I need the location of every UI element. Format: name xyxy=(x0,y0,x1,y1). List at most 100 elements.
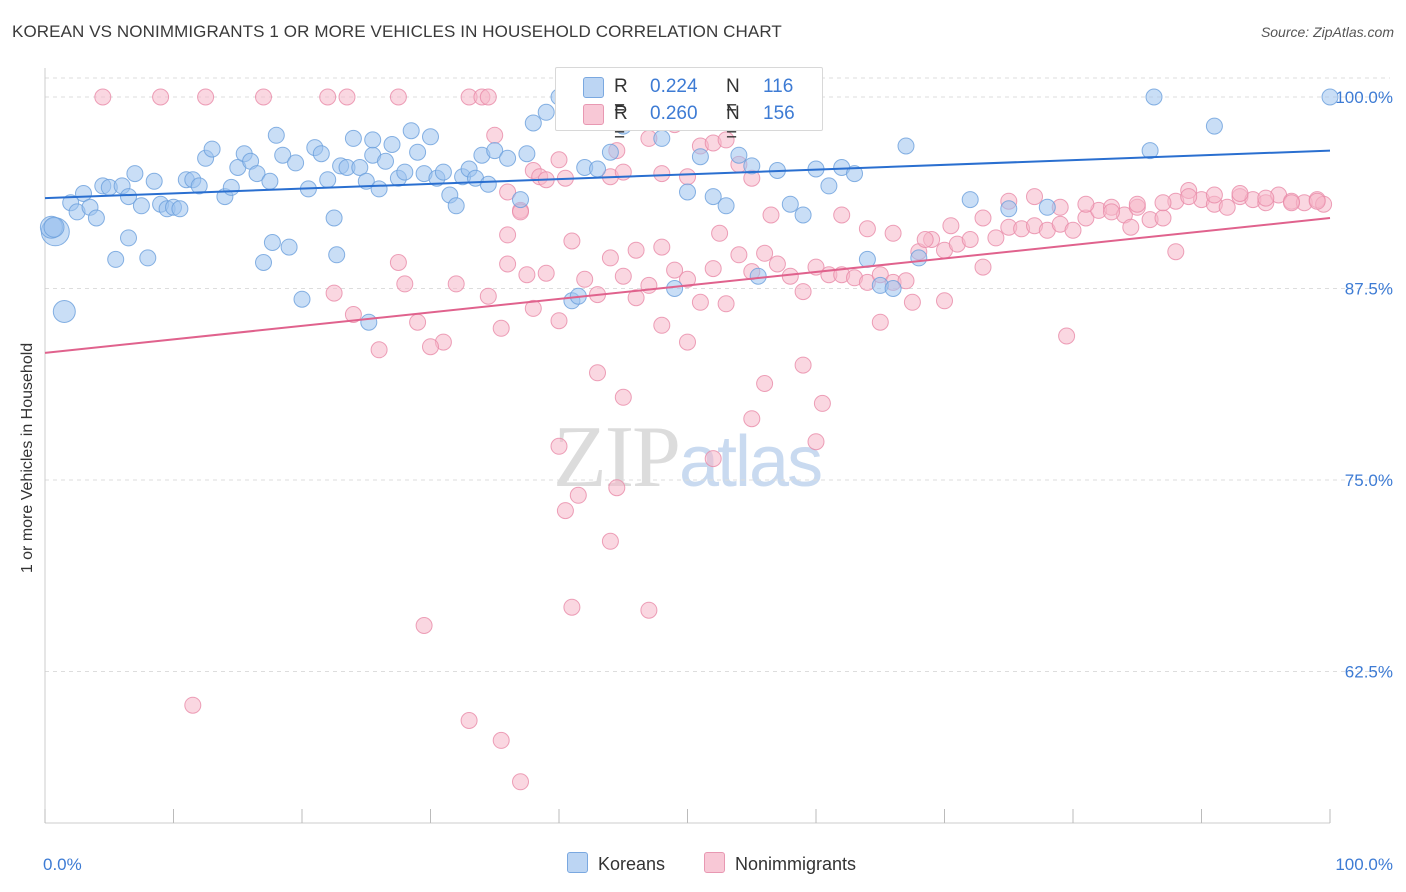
trend-line-nonimmigrants xyxy=(44,217,1331,354)
korean-point xyxy=(402,122,420,140)
korean-point xyxy=(52,300,76,323)
x-tick-label: 100.0% xyxy=(1335,855,1393,874)
stats-legend: R = 0.224 N = 116 R = 0.260 N = 156 xyxy=(555,67,823,146)
korean-point xyxy=(261,172,279,190)
nonimmigrant-point xyxy=(1231,185,1249,202)
nonimmigrant-point xyxy=(756,375,774,392)
nonimmigrant-point xyxy=(550,312,568,330)
korean-point xyxy=(325,209,343,227)
korean-point xyxy=(120,229,137,247)
nonimmigrant-point xyxy=(653,165,671,183)
korean-point xyxy=(280,238,298,256)
nonimmigrant-point xyxy=(569,486,587,504)
nonimmigrant-point xyxy=(556,502,574,520)
nonimmigrant-point xyxy=(608,479,626,497)
nonimmigrant-point xyxy=(762,206,780,224)
korean-point xyxy=(704,188,722,206)
korean-point xyxy=(820,177,838,195)
korean-point xyxy=(794,206,812,224)
korean-point xyxy=(1141,142,1159,160)
korean-point xyxy=(319,171,337,189)
nonimmigrant-point xyxy=(389,88,407,106)
korean-point xyxy=(512,191,529,209)
korean-point xyxy=(961,191,979,209)
nonimmigrant-point xyxy=(807,433,825,451)
korean-point xyxy=(884,280,902,297)
korean-point xyxy=(897,137,915,155)
bottom-legend-swatch-koreans xyxy=(567,852,588,873)
korean-point xyxy=(486,142,504,160)
nonimmigrant-point xyxy=(653,238,671,256)
nonimmigrant-point xyxy=(768,255,786,273)
nonimmigrant-point xyxy=(537,264,555,282)
korean-point xyxy=(287,154,305,172)
nonimmigrant-point xyxy=(942,217,960,235)
korean-point xyxy=(717,197,735,215)
nonimmigrant-point xyxy=(679,333,696,351)
nonimmigrant-point xyxy=(614,267,632,285)
legend-n-label: N = xyxy=(726,103,740,146)
nonimmigrant-point xyxy=(1205,186,1223,204)
nonimmigrant-point xyxy=(479,88,497,106)
nonimmigrant-point xyxy=(614,388,632,406)
bottom-legend-label-koreans: Koreans xyxy=(598,854,666,874)
nonimmigrant-point xyxy=(460,712,478,729)
nonimmigrant-point xyxy=(903,293,921,311)
korean-point xyxy=(203,140,221,158)
korean-point xyxy=(666,280,684,297)
nonimmigrant-point xyxy=(601,249,619,267)
korean-point xyxy=(743,157,761,175)
nonimmigrant-point xyxy=(325,284,343,302)
nonimmigrant-point xyxy=(1180,188,1198,206)
nonimmigrant-point xyxy=(1058,327,1076,345)
korean-point xyxy=(126,165,144,183)
source-credit: Source: ZipAtlas.com xyxy=(1260,24,1394,40)
korean-point xyxy=(248,165,266,183)
nonimmigrant-point xyxy=(627,289,645,307)
nonimmigrant-point xyxy=(94,88,112,106)
nonimmigrant-point xyxy=(576,270,594,288)
nonimmigrant-point xyxy=(152,88,170,106)
nonimmigrant-point xyxy=(1283,194,1300,212)
nonimmigrant-point xyxy=(916,231,934,248)
nonimmigrant-point xyxy=(974,209,992,227)
korean-point xyxy=(139,249,157,267)
korean-point xyxy=(263,234,281,251)
korean-point xyxy=(255,254,272,271)
korean-point xyxy=(422,128,439,146)
y-tick-label: 87.5% xyxy=(1345,280,1393,299)
legend-r-value-nonimmigrants: 0.260 xyxy=(650,103,698,124)
x-tick-label: 0.0% xyxy=(43,855,82,874)
y-tick-label: 75.0% xyxy=(1345,471,1393,490)
korean-point xyxy=(383,136,401,153)
nonimmigrant-point xyxy=(1167,243,1185,261)
korean-point xyxy=(1000,200,1018,218)
korean-point xyxy=(434,163,452,181)
nonimmigrant-point xyxy=(936,292,953,310)
bottom-legend-koreans: Koreans xyxy=(567,852,665,875)
nonimmigrant-point xyxy=(794,356,812,374)
nonimmigrant-point xyxy=(550,151,568,169)
y-tick-label: 100.0% xyxy=(1335,88,1393,107)
korean-point xyxy=(293,290,311,308)
nonimmigrant-point xyxy=(756,244,774,262)
nonimmigrant-point xyxy=(897,272,915,290)
korean-point xyxy=(910,249,928,267)
nonimmigrant-point xyxy=(486,126,504,144)
bottom-legend-swatch-nonimmigrants xyxy=(704,852,725,873)
nonimmigrant-point xyxy=(704,260,722,278)
nonimmigrant-point xyxy=(858,220,876,238)
legend-r-label: R = xyxy=(614,103,628,146)
nonimmigrant-point xyxy=(679,270,696,288)
nonimmigrant-point xyxy=(524,299,542,317)
korean-point xyxy=(846,165,863,183)
korean-point xyxy=(222,178,240,196)
nonimmigrant-point xyxy=(409,313,427,331)
nonimmigrant-point xyxy=(1103,203,1120,221)
nonimmigrant-point xyxy=(563,598,581,616)
watermark-atlas: atlas xyxy=(679,422,823,502)
nonimmigrant-point xyxy=(1026,188,1043,206)
nonimmigrant-point xyxy=(1218,198,1236,216)
nonimmigrant-point xyxy=(389,254,407,271)
nonimmigrant-point xyxy=(961,231,979,248)
